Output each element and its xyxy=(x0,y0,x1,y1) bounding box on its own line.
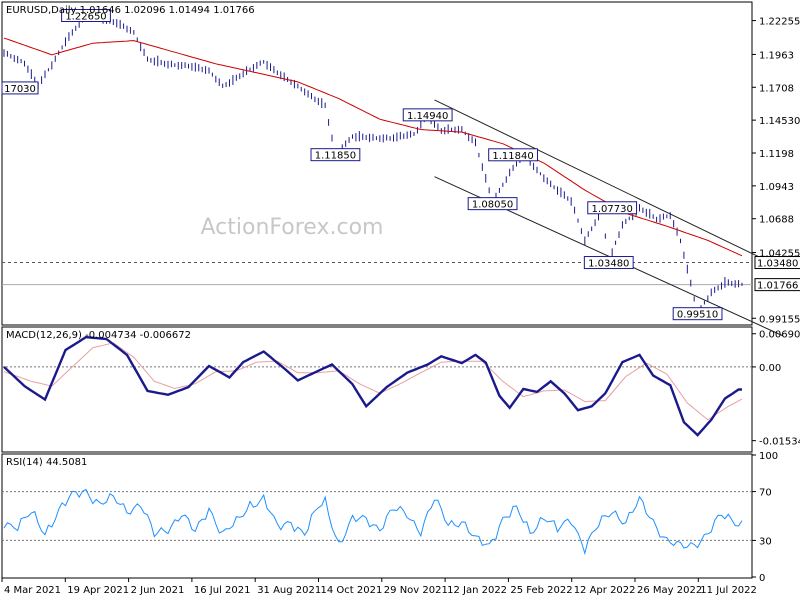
price-panel-frame xyxy=(1,1,753,326)
price-level-label: 1.08050 xyxy=(467,197,518,211)
price-level-text: 0.99510 xyxy=(677,310,718,321)
rsi-plot xyxy=(2,488,752,556)
price-axis-tag xyxy=(754,256,800,270)
price-level-box xyxy=(61,8,111,22)
price-y-tick-label: 1.04255 xyxy=(759,249,800,260)
rsi-y-tick-label: 70 xyxy=(759,488,772,499)
price-level-box xyxy=(488,148,538,162)
price-axis-tag-text: 1.01766 xyxy=(757,281,798,292)
price-y-tick-label: 0.99155 xyxy=(759,314,800,325)
price-level-box xyxy=(402,108,453,122)
x-tick-label: 26 May 2022 xyxy=(637,585,702,596)
price-level-label: 1.11840 xyxy=(488,148,538,162)
rsi-panel-frame xyxy=(1,453,753,579)
rsi-y-tick-label: 0 xyxy=(759,573,765,584)
price-level-box xyxy=(1,81,39,95)
price-level-text: 17030 xyxy=(4,84,36,95)
price-level-label: 17030 xyxy=(1,81,39,95)
price-level-box xyxy=(672,307,723,321)
price-level-text: 1.07730 xyxy=(591,204,632,215)
x-tick-label: 4 Mar 2021 xyxy=(4,585,61,596)
channel-line-upper xyxy=(434,99,784,269)
macd-panel-frame xyxy=(1,326,753,453)
x-tick-label: 2 Jun 2021 xyxy=(131,585,185,596)
price-y-tick-label: 1.0943 xyxy=(759,182,794,193)
price-level-label: 1.14940 xyxy=(402,108,453,122)
price-level-text: 1.14940 xyxy=(407,111,448,122)
price-level-text: 1.11840 xyxy=(492,151,533,162)
x-tick-label: 25 Feb 2022 xyxy=(510,585,572,596)
price-axis-tag-text: 1.03480 xyxy=(757,259,798,270)
price-level-label: 0.99510 xyxy=(672,307,723,321)
x-tick-label: 14 Oct 2021 xyxy=(321,585,383,596)
macd-signal-line xyxy=(3,342,743,421)
price-level-label: 1.07730 xyxy=(587,201,638,215)
macd-y-tick-label: -0.015348 xyxy=(759,437,800,448)
price-level-box xyxy=(587,201,638,215)
macd-plot xyxy=(2,335,752,437)
price-level-label: 1.11850 xyxy=(310,148,361,162)
price-level-label: 1.22650 xyxy=(61,8,111,22)
price-axis-tag xyxy=(754,278,800,292)
rsi-line xyxy=(3,488,743,556)
price-level-label: 1.03480 xyxy=(583,256,634,270)
axes: 1.22255 1.1963 1.1708 1.14530 1.1198 1.0943 1.… xyxy=(1,17,800,596)
macd-y-tick-label: 0.006906 xyxy=(759,330,800,341)
x-tick-label: 12 Jan 2022 xyxy=(447,585,507,596)
macd-title: MACD(12,26,9) -0.004734 -0.006672 xyxy=(6,330,191,341)
price-level-text: 1.08050 xyxy=(472,200,513,211)
x-tick-label: 31 Aug 2021 xyxy=(257,585,321,596)
price-y-tick-label: 1.1198 xyxy=(759,149,794,160)
rsi-y-tick-label: 100 xyxy=(759,451,778,462)
rsi-y-tick-label: 30 xyxy=(759,536,772,547)
price-level-text: 1.11850 xyxy=(315,151,356,162)
price-y-tick-label: 1.0688 xyxy=(759,215,794,226)
x-tick-label: 11 Jul 2022 xyxy=(700,585,757,596)
price-y-tick-label: 1.22255 xyxy=(759,17,800,28)
watermark: ActionForex.com xyxy=(201,215,384,240)
x-tick-label: 16 Jul 2021 xyxy=(194,585,251,596)
price-level-box xyxy=(583,256,634,270)
price-level-box xyxy=(310,148,361,162)
price-level-text: 1.22650 xyxy=(65,11,106,22)
price-level-box xyxy=(467,197,518,211)
price-y-tick-label: 1.1708 xyxy=(759,83,794,94)
price-chart-title: EURUSD,Daily 1.01646 1.02096 1.01494 1.0… xyxy=(6,5,255,16)
price-y-tick-label: 1.14530 xyxy=(759,116,800,127)
price-plot: 17030 1.22650 1.11850 1.14940 1.11840 1.08050… xyxy=(1,8,784,337)
x-tick-label: 12 Apr 2022 xyxy=(574,585,636,596)
price-y-tick-label: 1.1963 xyxy=(759,50,794,61)
price-level-text: 1.03480 xyxy=(588,259,629,270)
x-tick-label: 29 Nov 2021 xyxy=(384,585,448,596)
macd-y-tick-label: 0.00 xyxy=(759,363,781,374)
rsi-title: RSI(14) 44.5081 xyxy=(6,457,87,468)
macd-line xyxy=(3,335,742,437)
x-tick-label: 19 Apr 2021 xyxy=(67,585,129,596)
